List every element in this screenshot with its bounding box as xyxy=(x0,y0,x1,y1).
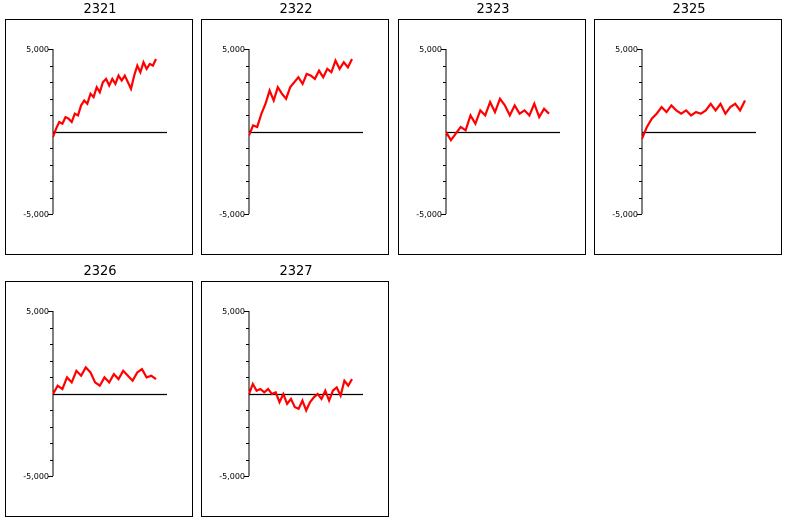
y-tick-label-min: -5,000 xyxy=(219,210,245,219)
chart-svg: 5,000 -5,000 xyxy=(23,45,167,219)
chart-svg: 5,000 -5,000 xyxy=(612,45,756,219)
y-tick-label-min: -5,000 xyxy=(612,210,638,219)
y-tick-label-max: 5,000 xyxy=(222,307,245,316)
chart-panel: 5,000 -5,000 xyxy=(201,19,389,255)
chart-title: 2326 xyxy=(83,264,117,279)
chart-title: 2323 xyxy=(476,2,510,17)
chart-svg: 5,000 -5,000 xyxy=(219,307,363,481)
y-tick-label-min: -5,000 xyxy=(23,472,49,481)
y-tick-label-max: 5,000 xyxy=(26,307,49,316)
y-tick-label-max: 5,000 xyxy=(26,45,49,54)
chart-svg: 5,000 -5,000 xyxy=(219,45,363,219)
y-tick-label-max: 5,000 xyxy=(615,45,638,54)
chart-panel: 5,000 -5,000 xyxy=(5,19,193,255)
chart-svg: 5,000 -5,000 xyxy=(23,307,167,481)
y-tick-label-min: -5,000 xyxy=(219,472,245,481)
chart-panel: 5,000 -5,000 xyxy=(201,281,389,517)
y-tick-label-max: 5,000 xyxy=(419,45,442,54)
y-tick-label-min: -5,000 xyxy=(416,210,442,219)
chart-svg: 5,000 -5,000 xyxy=(416,45,560,219)
chart-title: 2321 xyxy=(83,2,117,17)
chart-panel: 5,000 -5,000 xyxy=(398,19,586,255)
chart-title: 2322 xyxy=(279,2,313,17)
series-line xyxy=(52,365,157,395)
series-line xyxy=(247,378,353,414)
chart-title: 2327 xyxy=(279,264,313,279)
y-tick-label-max: 5,000 xyxy=(222,45,245,54)
chart-title: 2325 xyxy=(672,2,706,17)
series-line xyxy=(247,57,353,136)
series-line xyxy=(445,96,550,143)
chart-panel: 5,000 -5,000 xyxy=(5,281,193,517)
chart-panel: 5,000 -5,000 xyxy=(594,19,782,255)
series-line xyxy=(51,58,157,138)
y-tick-label-min: -5,000 xyxy=(23,210,49,219)
series-line xyxy=(640,100,746,140)
